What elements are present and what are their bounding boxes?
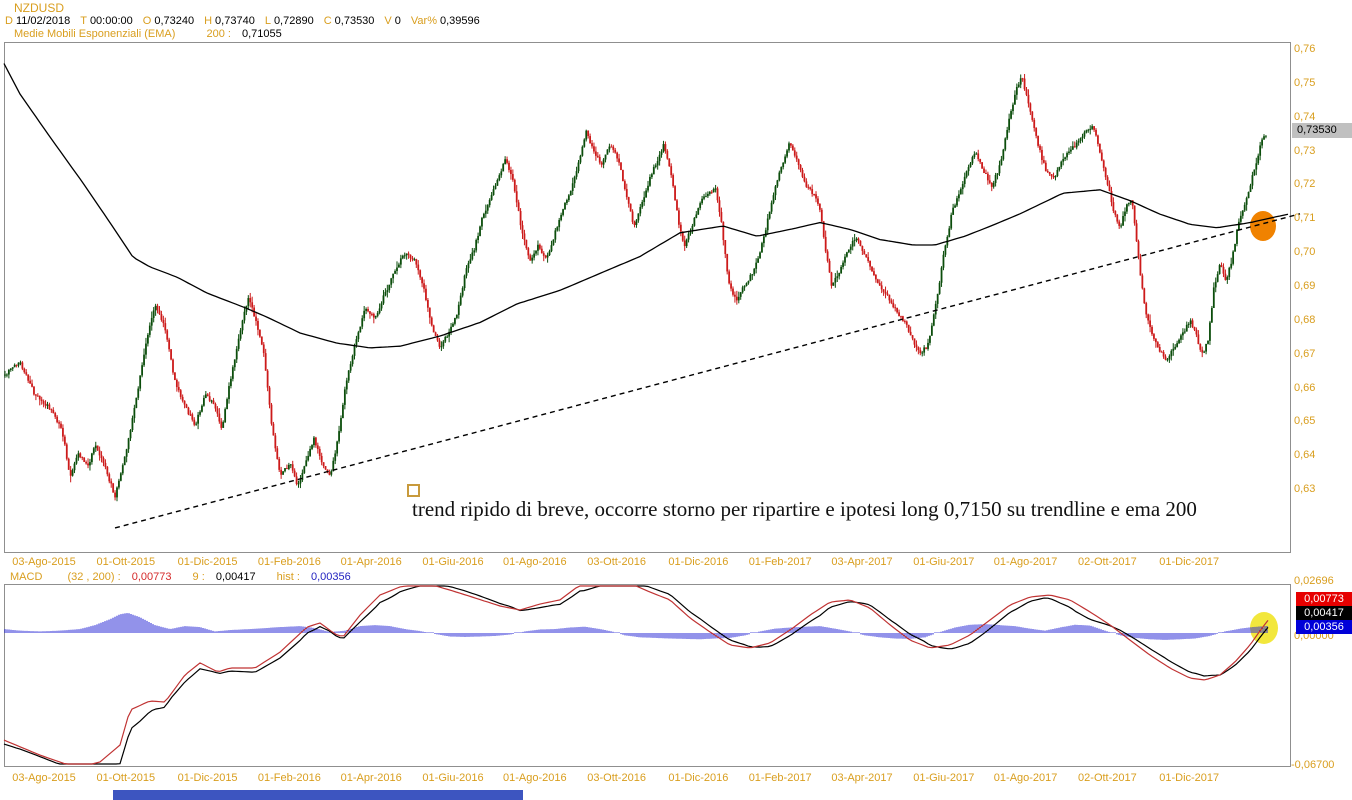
date-label: 01-Feb-2017	[748, 772, 812, 784]
annotation-text[interactable]: trend ripido di breve, occorre storno pe…	[412, 497, 1197, 521]
date-label: 01-Ago-2017	[993, 772, 1058, 784]
date-label: 02-Ott-2017	[1078, 556, 1137, 568]
date-label: 01-Feb-2016	[257, 772, 321, 784]
macd-name: MACD	[10, 571, 43, 583]
macd-value-box: 0,00417	[1296, 606, 1352, 620]
price-axis-label: 0,68	[1294, 313, 1316, 326]
macd-value-box: 0,00773	[1296, 592, 1352, 606]
quote-field-value: 0	[394, 15, 401, 27]
date-label: 02-Ott-2017	[1078, 772, 1137, 784]
date-label: 01-Dic-2015	[177, 772, 238, 784]
date-label: 01-Giu-2016	[422, 556, 484, 568]
price-axis-label: 0,67	[1294, 347, 1316, 360]
price-axis-label: 0,76	[1294, 43, 1316, 55]
quote-field-label: H	[204, 15, 213, 27]
quote-field-label: D	[5, 15, 13, 27]
date-label: 01-Ago-2017	[993, 556, 1058, 568]
date-label: 01-Apr-2016	[340, 772, 402, 784]
price-axis-label: 0,74	[1294, 110, 1316, 123]
macd-hist-value: 0,00356	[310, 571, 351, 583]
date-label: 01-Feb-2017	[748, 556, 812, 568]
quote-field-value: 11/02/2018	[15, 15, 71, 27]
annotation-anchor-handle[interactable]	[407, 484, 420, 497]
quote-field-label: T	[80, 15, 87, 27]
last-price-tag: 0,73530	[1292, 123, 1352, 138]
date-label: 01-Ago-2016	[502, 556, 567, 568]
macd-value-box: 0,00356	[1296, 620, 1352, 634]
quote-field-label: L	[264, 15, 271, 27]
macd-params: (32 , 200) :	[67, 571, 121, 583]
price-axis-label: 0,75	[1294, 76, 1316, 89]
quote-field-label: C	[323, 15, 332, 27]
macd-header: MACD (32 , 200) : 0,00773 9 : 0,00417 hi…	[10, 571, 351, 583]
date-label: 01-Dic-2017	[1159, 772, 1220, 784]
macd-axis-min: -0,06700	[1291, 759, 1335, 771]
macd-hist-label: hist :	[276, 571, 300, 583]
date-label: 01-Ott-2015	[96, 772, 156, 784]
macd-signal-label: 9 :	[192, 571, 205, 583]
price-axis-label: 0,65	[1294, 415, 1316, 428]
quote-field-value: 0,39596	[439, 15, 480, 27]
date-label: 01-Dic-2016	[668, 772, 729, 784]
price-axis-label: 0,66	[1294, 381, 1316, 394]
background-window-fragment	[113, 790, 523, 800]
symbol-title: NZDUSD	[14, 1, 64, 15]
price-axis-label: 0,70	[1294, 246, 1316, 259]
date-label: 01-Giu-2017	[913, 556, 975, 568]
macd-signal-value: 0,00417	[215, 571, 256, 583]
quote-field-value: 0,73530	[334, 15, 375, 27]
date-label: 01-Dic-2016	[668, 556, 729, 568]
indicator-period-label: 200 :	[206, 28, 231, 40]
price-axis-label: 0,73	[1294, 144, 1316, 157]
price-axis-label: 0,63	[1294, 483, 1316, 496]
macd-line-value: 0,00773	[131, 571, 172, 583]
quote-field-value: 0,72890	[273, 15, 314, 27]
quote-field-label: O	[142, 15, 152, 27]
date-label: 01-Apr-2016	[340, 556, 402, 568]
date-label: 01-Giu-2017	[913, 772, 975, 784]
date-label: 03-Ago-2015	[12, 556, 76, 568]
indicator-header: Medie Mobili Esponenziali (EMA) 200 : 0,…	[14, 28, 282, 40]
quote-field-value: 0,73740	[215, 15, 255, 27]
date-label: 03-Ott-2016	[587, 772, 646, 784]
date-label: 01-Dic-2017	[1159, 556, 1220, 568]
date-label: 01-Feb-2016	[257, 556, 321, 568]
price-axis-label: 0,72	[1294, 178, 1316, 191]
date-label: 01-Ott-2015	[96, 556, 156, 568]
date-label: 03-Ago-2015	[12, 772, 76, 784]
quote-header: D 11/02/2018 T 00:00:00 O 0,73240 H 0,73740 L 0,7…	[5, 15, 480, 27]
quote-field-value: 0,73240	[154, 15, 195, 27]
date-label: 01-Giu-2016	[422, 772, 484, 784]
date-label: 03-Apr-2017	[831, 772, 893, 784]
macd-axis-max: 0,02696	[1294, 575, 1334, 587]
date-label: 01-Ago-2016	[502, 772, 567, 784]
date-label: 01-Dic-2015	[177, 556, 238, 568]
quote-field-label: Var%	[410, 15, 437, 27]
quote-field-value: 00:00:00	[89, 15, 133, 27]
quote-field-label: V	[384, 15, 392, 27]
date-label: 03-Ott-2016	[587, 556, 646, 568]
indicator-value: 0,71055	[242, 28, 282, 40]
price-axis-label: 0,71	[1294, 212, 1316, 225]
price-axis-label: 0,69	[1294, 279, 1316, 292]
indicator-name: Medie Mobili Esponenziali (EMA)	[14, 28, 176, 40]
price-axis-label: 0,64	[1294, 449, 1316, 462]
date-label: 03-Apr-2017	[831, 556, 893, 568]
